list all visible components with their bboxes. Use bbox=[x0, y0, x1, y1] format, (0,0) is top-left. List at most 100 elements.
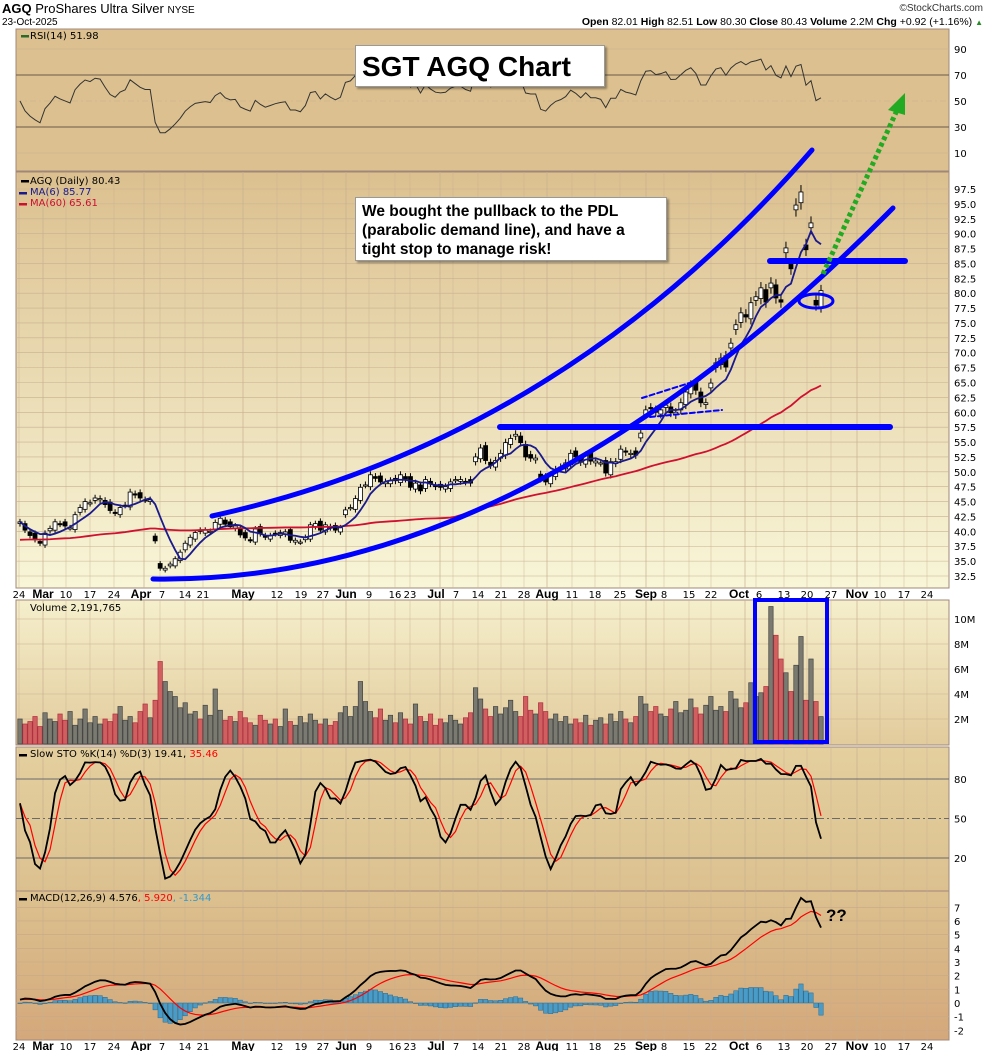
date-tick-label: 16 bbox=[389, 590, 402, 601]
date-tick-label: 27 bbox=[317, 590, 330, 601]
volume-bar bbox=[648, 711, 654, 745]
volume-bar bbox=[332, 721, 338, 745]
candle bbox=[62, 518, 68, 529]
candle-body bbox=[788, 263, 794, 270]
volume-bar bbox=[528, 709, 534, 745]
macd-legend: MACD(12,26,9) 4.576, 5.920, -1.344 bbox=[30, 893, 211, 904]
date-tick-label: 12 bbox=[271, 590, 284, 601]
volume-bar bbox=[327, 724, 333, 745]
date-tick-label: Apr bbox=[131, 1039, 152, 1051]
date-tick-label: 28 bbox=[518, 590, 531, 601]
macd-histogram-bar bbox=[538, 1002, 544, 1011]
annotation-note: We bought the pullback to the PDL (parab… bbox=[355, 197, 667, 261]
macd-histogram-bar bbox=[503, 998, 509, 1004]
volume-bar bbox=[392, 722, 399, 745]
candle-body bbox=[363, 484, 368, 487]
candle-body bbox=[212, 522, 218, 530]
flag-upper-dashed-line bbox=[641, 378, 703, 399]
volume-bar bbox=[623, 718, 629, 745]
candle-body bbox=[733, 324, 739, 330]
price-tick-label: 85.0 bbox=[954, 259, 976, 270]
candle-body bbox=[598, 462, 604, 465]
volume-bar bbox=[192, 711, 198, 745]
macd-histogram-bar bbox=[653, 990, 659, 1004]
candle-body bbox=[337, 527, 343, 533]
macd-histogram-bar bbox=[367, 989, 373, 1004]
volume-bar bbox=[498, 713, 504, 745]
sto-k-line bbox=[19, 757, 822, 880]
low-value: 80.30 bbox=[720, 16, 747, 28]
volume-bar bbox=[437, 718, 444, 745]
volume-bar bbox=[197, 718, 203, 745]
candle-body bbox=[37, 541, 43, 544]
candle bbox=[77, 504, 83, 516]
macd-histogram-bar bbox=[803, 990, 809, 1004]
candle bbox=[57, 520, 63, 528]
copyright[interactable]: ©StockCharts.com bbox=[899, 3, 983, 14]
macd-histogram-bar bbox=[102, 997, 108, 1004]
candle-body bbox=[97, 498, 103, 501]
volume-bar bbox=[773, 634, 779, 745]
macd-tick-label: 6 bbox=[954, 917, 960, 928]
date-tick-label: 24 bbox=[108, 590, 121, 601]
volume-bar bbox=[147, 717, 153, 745]
macd-tick-label: 2 bbox=[954, 972, 960, 983]
volume-bar bbox=[112, 713, 118, 745]
volume-value: 2.2M bbox=[850, 16, 874, 28]
date-tick-label: 16 bbox=[389, 1042, 402, 1051]
date-tick-label: 10 bbox=[874, 590, 887, 601]
macd-histogram-bar bbox=[362, 990, 368, 1004]
macd-histogram-bar bbox=[458, 1002, 464, 1007]
macd-histogram-bar bbox=[242, 1001, 248, 1004]
volume-bar bbox=[122, 719, 128, 745]
volume-bar bbox=[523, 696, 529, 745]
date-tick-label: 17 bbox=[898, 590, 911, 601]
candle bbox=[533, 454, 539, 464]
candle-body bbox=[348, 507, 353, 510]
candle-body bbox=[167, 563, 173, 567]
candle bbox=[518, 432, 524, 447]
volume-bar bbox=[778, 658, 784, 745]
panel-macd bbox=[15, 890, 950, 1041]
volume-bar bbox=[167, 691, 173, 745]
pullback-circle bbox=[797, 292, 835, 310]
macd-histogram-bar bbox=[47, 1002, 53, 1004]
macd-histogram-bar bbox=[648, 991, 654, 1004]
candle-body bbox=[768, 282, 774, 289]
macd-histogram-bar bbox=[488, 1000, 494, 1004]
candle bbox=[778, 294, 784, 308]
sto-tick-label: 80 bbox=[954, 775, 967, 786]
volume-bar bbox=[422, 721, 429, 745]
volume-bar bbox=[713, 709, 719, 745]
candle-body bbox=[528, 454, 534, 459]
macd-histogram-bar bbox=[463, 1002, 469, 1007]
macd-histogram-bar bbox=[603, 1002, 609, 1008]
volume-bar bbox=[558, 721, 564, 745]
date-tick-label: 14 bbox=[179, 1042, 192, 1051]
volume-bar bbox=[613, 721, 619, 745]
exchange: NYSE bbox=[167, 5, 195, 16]
candle bbox=[363, 481, 368, 489]
price-tick-label: 75.0 bbox=[954, 319, 976, 330]
candle bbox=[768, 277, 774, 294]
candle bbox=[703, 398, 709, 409]
date-tick-label: 7 bbox=[159, 1042, 165, 1051]
date-tick-label: Jun bbox=[335, 587, 356, 601]
candle-body bbox=[127, 491, 133, 508]
volume-bar bbox=[693, 707, 699, 745]
candle-body bbox=[92, 497, 98, 501]
price-tick-label: 40.0 bbox=[954, 527, 976, 538]
candle-body bbox=[368, 474, 373, 488]
volume-bar bbox=[678, 712, 684, 745]
volume-bar bbox=[593, 719, 599, 745]
volume-bar bbox=[17, 718, 23, 745]
chart-title: AGQ ProShares Ultra Silver NYSE bbox=[2, 1, 195, 16]
volume-bar bbox=[217, 709, 223, 745]
macd-histogram-bar bbox=[473, 1002, 479, 1004]
macd-tick-label: 4 bbox=[954, 944, 960, 955]
candle bbox=[182, 540, 188, 553]
candle-body bbox=[292, 539, 298, 543]
date-tick-label: Mar bbox=[32, 1039, 54, 1051]
volume-bar bbox=[588, 724, 594, 745]
macd-histogram-bar bbox=[703, 1000, 709, 1004]
